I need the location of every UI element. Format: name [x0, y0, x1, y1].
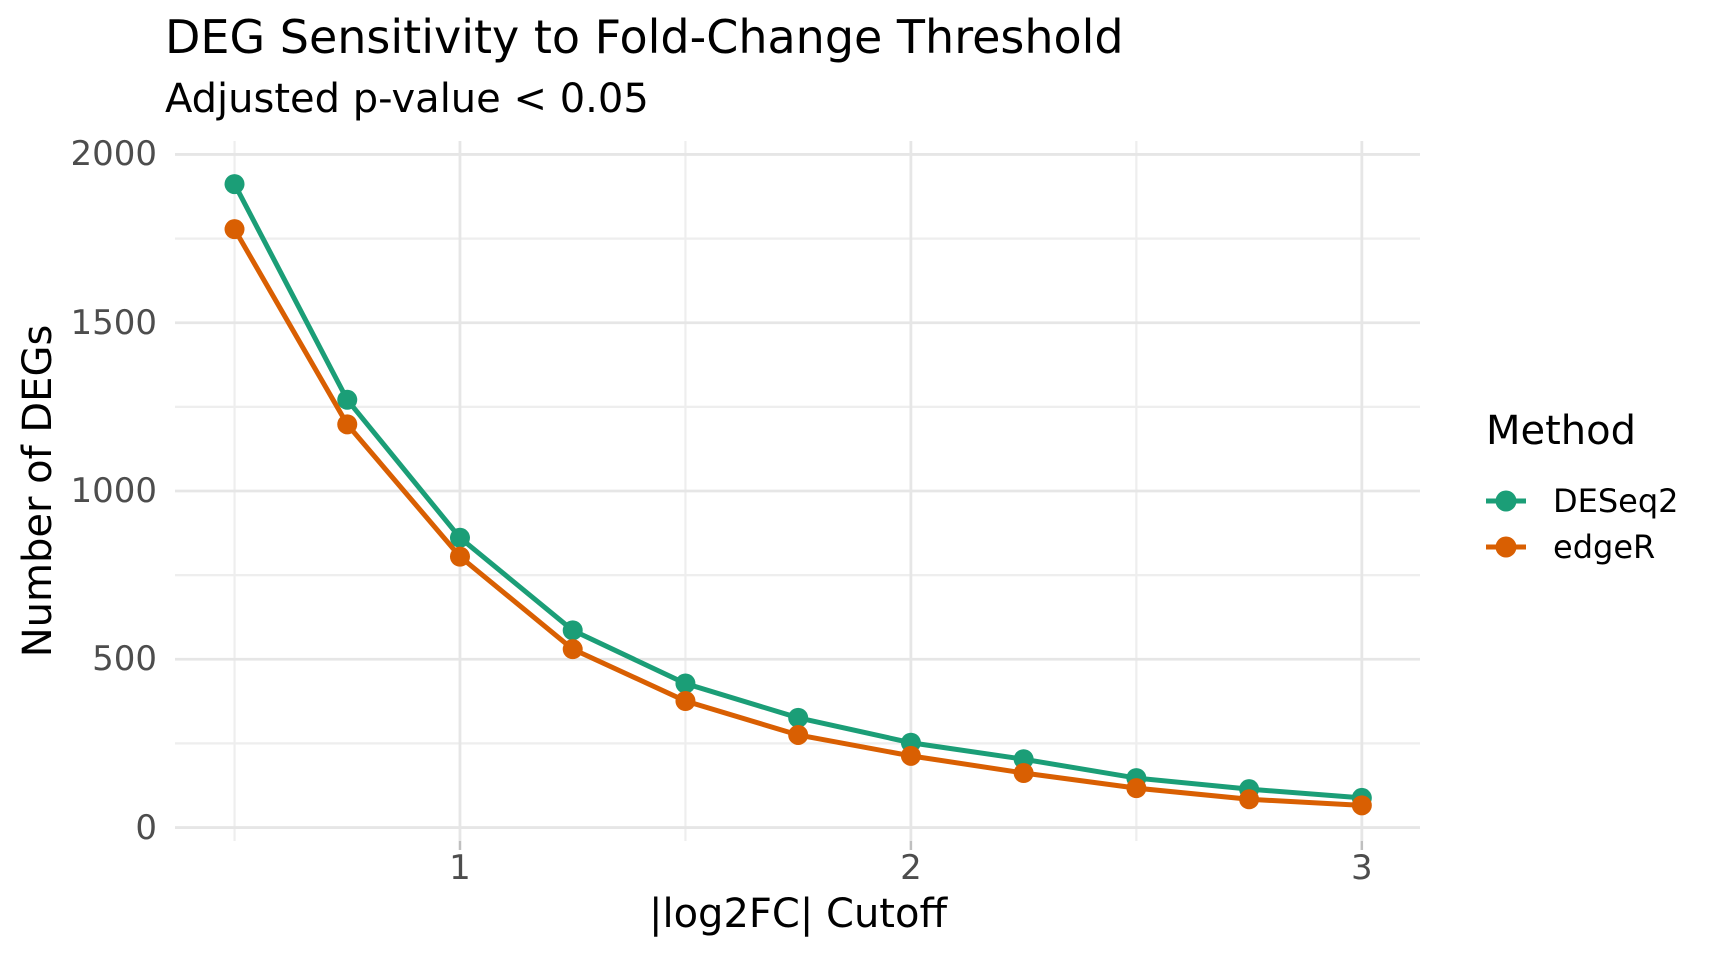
y-tick-label: 1000	[70, 471, 157, 511]
x-tick-label: 3	[1351, 848, 1373, 888]
x-tick-label: 1	[449, 848, 471, 888]
y-tick-label: 0	[135, 807, 157, 848]
chart-subtitle: Adjusted p-value < 0.05	[165, 76, 649, 122]
x-tick-label: 2	[900, 848, 922, 888]
data-point-edger	[675, 691, 696, 711]
data-point-edger	[449, 546, 470, 567]
data-point-deseq2	[788, 707, 809, 728]
legend-entry-edger: edgeR	[1486, 524, 1679, 570]
data-point-edger	[1351, 795, 1372, 816]
legend-label: DESeq2	[1553, 482, 1679, 520]
x-axis-title: |log2FC| Cutoff	[648, 891, 948, 937]
y-tick-label: 1500	[70, 302, 157, 343]
data-point-deseq2	[675, 673, 696, 694]
legend-title: Method	[1486, 408, 1637, 454]
data-point-edger	[1126, 778, 1147, 799]
y-tick-label: 2000	[70, 134, 157, 175]
legend-key-line-point-icon	[1486, 536, 1526, 558]
plot-panel	[175, 141, 1420, 850]
data-point-edger	[562, 639, 583, 660]
legend-key-line-point-icon	[1486, 490, 1526, 512]
data-point-deseq2	[1013, 749, 1034, 770]
legend-label: edgeR	[1553, 528, 1656, 566]
data-point-edger	[900, 745, 921, 766]
data-point-edger	[1239, 789, 1260, 810]
data-point-deseq2	[224, 174, 245, 195]
data-point-edger	[1013, 763, 1034, 784]
chart-title: DEG Sensitivity to Fold-Change Threshold	[165, 10, 1124, 64]
data-point-edger	[224, 219, 245, 240]
data-point-edger	[337, 414, 358, 435]
data-point-edger	[788, 724, 809, 745]
y-tick-label: 500	[92, 639, 157, 680]
legend-entry-deseq2: DESeq2	[1486, 478, 1679, 524]
data-point-deseq2	[449, 527, 470, 548]
data-point-deseq2	[337, 389, 358, 410]
legend: Method DESeq2 edgeR	[1486, 408, 1679, 570]
data-point-deseq2	[562, 620, 583, 641]
